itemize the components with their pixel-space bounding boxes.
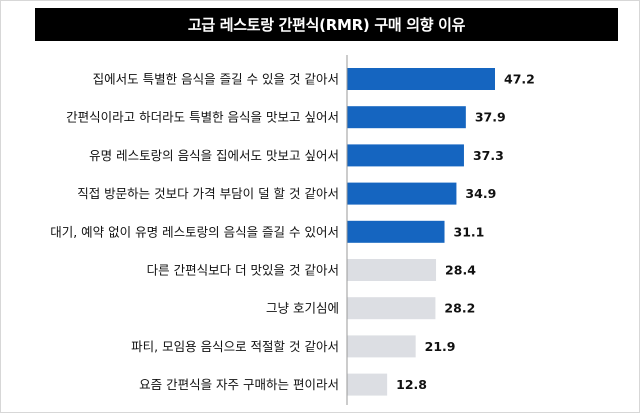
category-label-6: 다른 간편식보다 더 맛있을 것 같아서 (147, 263, 339, 278)
category-label-1: 집에서도 특별한 음식을 즐길 수 있을 것 같아서 (93, 72, 339, 87)
value-label-2: 37.9 (475, 110, 506, 125)
category-label-3: 유명 레스토랑의 음식을 집에서도 맛보고 싶어서 (89, 148, 339, 163)
bar-7 (347, 297, 436, 320)
bar-3 (347, 144, 464, 167)
value-label-9: 12.8 (396, 377, 427, 392)
category-label-9: 요즘 간편식을 자주 구매하는 편이라서 (139, 377, 339, 392)
bar-6 (347, 259, 437, 281)
category-label-5: 대기, 예약 없이 유명 레스토랑의 음식을 즐길 수 있어서 (50, 224, 339, 239)
value-label-8: 21.9 (425, 339, 456, 354)
value-label-6: 28.4 (445, 263, 476, 278)
value-label-3: 37.3 (473, 148, 504, 163)
value-label-7: 28.2 (444, 301, 475, 316)
category-label-8: 파티, 모임용 음식으로 적절할 것 같아서 (131, 339, 339, 354)
category-label-4: 직접 방문하는 것보다 가격 부담이 덜 할 것 같아서 (77, 186, 339, 201)
value-label-5: 31.1 (454, 224, 485, 239)
bar-5 (347, 220, 445, 243)
value-label-4: 34.9 (465, 186, 496, 201)
value-label-1: 47.2 (504, 72, 535, 87)
bar-9 (347, 373, 388, 396)
bar-2 (347, 106, 466, 129)
chart-title: 고급 레스토랑 간편식(RMR) 구매 의향 이유 (187, 16, 466, 34)
bar-8 (347, 335, 416, 358)
chart-title-bar: 고급 레스토랑 간편식(RMR) 구매 의향 이유 (35, 8, 618, 41)
bar-1 (347, 68, 495, 90)
category-label-7: 그냥 호기심에 (266, 301, 339, 316)
bar-4 (347, 182, 457, 205)
category-label-2: 간편식이라고 하더라도 특별한 음식을 맛보고 싶어서 (66, 110, 339, 125)
